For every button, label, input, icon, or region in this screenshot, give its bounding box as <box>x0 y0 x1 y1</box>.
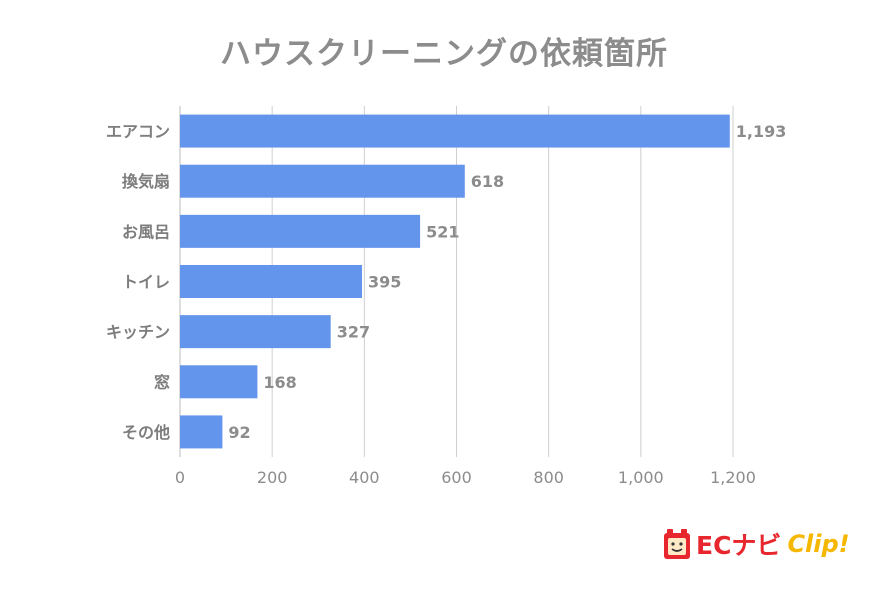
x-tick-label: 600 <box>441 468 472 487</box>
category-label: お風呂 <box>122 222 170 241</box>
x-tick-label: 1,200 <box>710 468 756 487</box>
ecnavi-mascot-icon <box>664 529 690 559</box>
bar <box>180 415 223 449</box>
bar <box>180 164 465 198</box>
value-labels: 1,193 618 521 395 327 168 92 <box>228 122 786 442</box>
chart-title: ハウスクリーニングの依頼箇所 <box>220 36 668 72</box>
value-label: 618 <box>471 172 504 191</box>
x-tick-label: 400 <box>349 468 380 487</box>
x-tick-label: 0 <box>175 468 185 487</box>
category-label: キッチン <box>106 323 170 342</box>
x-axis-tick-labels: 0 200 400 600 800 1,000 1,200 <box>175 468 756 487</box>
bar <box>180 265 363 298</box>
value-label: 395 <box>368 273 401 292</box>
category-label: トイレ <box>122 273 170 292</box>
x-tick-label: 200 <box>257 468 288 487</box>
logo-clip-text: Clip! <box>787 530 850 558</box>
category-label: 窓 <box>154 373 170 392</box>
bar <box>180 315 331 349</box>
value-label: 92 <box>228 423 250 442</box>
value-label: 1,193 <box>736 122 787 141</box>
x-tick-label: 1,000 <box>618 468 664 487</box>
value-label: 327 <box>337 323 370 342</box>
logo-ecnavi-text: ECナビ <box>696 531 782 560</box>
category-label: 換気扇 <box>122 172 170 191</box>
bar <box>180 365 258 399</box>
value-label: 168 <box>263 373 296 392</box>
value-label: 521 <box>426 222 459 241</box>
category-label: エアコン <box>106 122 170 141</box>
bar <box>180 114 730 148</box>
bars <box>180 114 730 449</box>
ecnavi-clip-logo: ECナビ Clip! <box>662 526 850 562</box>
category-label: その他 <box>122 423 170 442</box>
bar <box>180 214 421 248</box>
x-tick-label: 800 <box>533 468 564 487</box>
